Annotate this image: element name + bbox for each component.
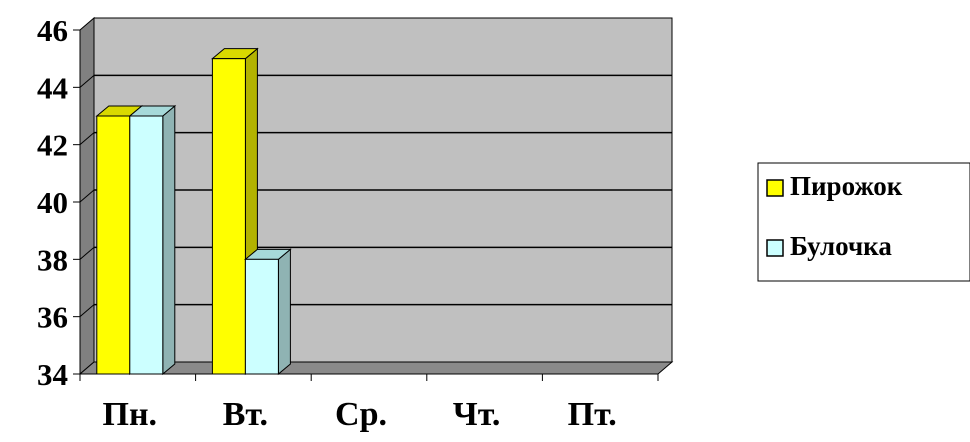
x-tick-label: Пн. [103, 396, 158, 433]
y-tick-label: 44 [37, 70, 68, 105]
x-tick-label: Пт. [568, 396, 617, 433]
bar [128, 104, 177, 376]
y-tick-label: 38 [37, 242, 68, 277]
gridline-side [79, 132, 95, 146]
bar-front-face [211, 58, 246, 375]
legend-label: Булочка [790, 231, 892, 261]
legend-label: Пирожок [790, 171, 903, 201]
y-tick-label: 46 [37, 13, 68, 48]
x-tick-label: Вт. [223, 396, 268, 433]
axes [73, 29, 659, 381]
gridline-side [79, 74, 95, 88]
x-tick-label: Чт. [453, 396, 501, 433]
bar-front-face [96, 115, 131, 375]
gridline-side [79, 304, 95, 318]
legend-box [757, 162, 970, 282]
legend: Пирожок Булочка [757, 162, 970, 282]
y-tick-label: 40 [37, 185, 68, 220]
bar [211, 47, 259, 376]
legend-swatch [766, 179, 784, 197]
legend-swatch [766, 239, 784, 257]
bar-side-face [277, 248, 291, 376]
gridline-side [79, 189, 95, 203]
y-tick-label: 42 [37, 128, 68, 163]
gridlines [79, 74, 672, 318]
bar-front-face [129, 115, 164, 375]
y-axis-tick-labels: 34 36 38 40 42 44 46 [37, 13, 68, 392]
y-tick-label: 34 [37, 357, 68, 392]
bar-front-face [244, 258, 279, 375]
x-axis-tick-labels: Пн. Вт. Ср. Чт. Пт. [103, 396, 617, 433]
y-tick-label: 36 [37, 300, 68, 335]
gridline-side [79, 246, 95, 260]
bar [244, 248, 292, 376]
x-tick-label: Ср. [335, 396, 387, 433]
bar-side-face [162, 104, 176, 376]
